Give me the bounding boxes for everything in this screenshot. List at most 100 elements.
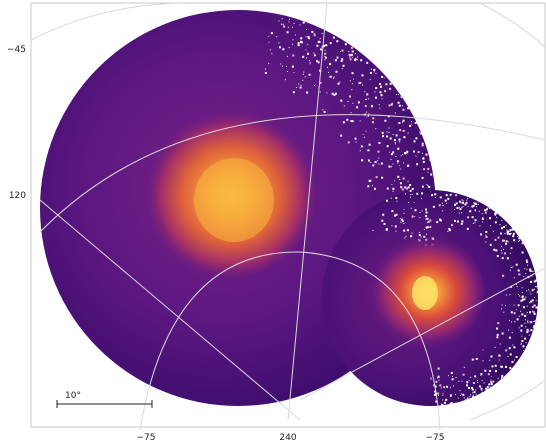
noise-speck [430, 173, 433, 176]
noise-speck [402, 154, 404, 155]
noise-speck [472, 222, 474, 224]
noise-speck [440, 387, 442, 389]
noise-speck [350, 120, 353, 123]
noise-speck [513, 346, 516, 349]
noise-speck [390, 159, 392, 160]
noise-speck [401, 188, 404, 191]
noise-speck [394, 112, 396, 114]
noise-speck [523, 350, 524, 351]
noise-speck [350, 46, 353, 49]
noise-speck [517, 304, 520, 307]
noise-speck [505, 305, 506, 307]
noise-speck [533, 280, 536, 283]
noise-speck [433, 393, 436, 396]
noise-speck [305, 36, 307, 38]
noise-speck [413, 201, 415, 203]
noise-speck [403, 136, 406, 139]
noise-speck [456, 207, 459, 209]
noise-speck [499, 355, 501, 357]
noise-speck [475, 358, 478, 360]
noise-speck [458, 380, 460, 382]
noise-speck [406, 150, 409, 153]
noise-speck [370, 68, 372, 70]
noise-speck [469, 396, 471, 398]
noise-speck [385, 228, 388, 231]
noise-speck [284, 79, 286, 81]
noise-speck [472, 204, 475, 207]
noise-speck [533, 321, 535, 322]
noise-speck [461, 220, 464, 223]
noise-speck [419, 132, 421, 134]
noise-speck [521, 340, 524, 342]
noise-speck [324, 55, 326, 57]
noise-speck [375, 176, 378, 179]
noise-speck [524, 268, 526, 270]
noise-speck [388, 104, 391, 107]
noise-speck [349, 95, 351, 98]
noise-speck [508, 241, 509, 243]
noise-speck [521, 292, 523, 294]
noise-speck [410, 121, 412, 123]
noise-speck [363, 136, 365, 138]
noise-speck [388, 165, 391, 168]
noise-speck [349, 58, 352, 61]
noise-speck [467, 206, 469, 208]
noise-speck [297, 44, 300, 47]
noise-speck [423, 168, 426, 171]
noise-speck [375, 96, 377, 99]
noise-speck [455, 376, 457, 378]
noise-speck [395, 156, 397, 157]
bottom-tick-label: −75 [137, 433, 156, 443]
noise-speck [503, 248, 504, 250]
noise-speck [286, 55, 288, 57]
noise-speck [503, 311, 505, 313]
noise-speck [324, 52, 327, 55]
noise-speck [471, 216, 474, 219]
noise-speck [356, 106, 359, 109]
noise-speck [499, 343, 501, 345]
noise-speck [398, 176, 400, 178]
noise-speck [270, 32, 273, 35]
noise-speck [528, 334, 530, 336]
noise-speck [512, 232, 515, 235]
noise-speck [519, 295, 521, 297]
noise-speck [379, 91, 382, 94]
noise-speck [351, 83, 353, 85]
noise-speck [359, 120, 361, 122]
noise-speck [527, 264, 529, 266]
noise-speck [434, 193, 437, 196]
noise-speck [429, 219, 432, 222]
noise-speck [407, 186, 410, 189]
noise-speck [306, 57, 307, 59]
noise-speck [411, 215, 414, 218]
noise-speck [470, 376, 472, 378]
noise-speck [300, 37, 303, 40]
noise-speck [537, 285, 540, 288]
noise-speck [392, 151, 395, 154]
noise-speck [389, 137, 392, 140]
noise-speck [425, 226, 428, 229]
noise-speck [281, 65, 283, 67]
noise-speck [525, 273, 527, 275]
noise-speck [530, 293, 532, 295]
noise-speck [369, 179, 372, 182]
noise-speck [509, 366, 512, 369]
noise-speck [480, 373, 483, 376]
noise-speck [386, 199, 388, 202]
noise-speck [409, 124, 412, 127]
small-emission-core [412, 276, 438, 310]
noise-speck [481, 217, 484, 220]
noise-speck [346, 118, 349, 121]
noise-speck [425, 208, 427, 211]
noise-speck [319, 38, 321, 40]
noise-speck [361, 74, 364, 77]
noise-speck [378, 142, 381, 144]
noise-speck [421, 145, 423, 147]
noise-speck [484, 211, 487, 214]
noise-speck [351, 72, 354, 75]
noise-speck [459, 208, 462, 211]
noise-speck [303, 71, 305, 73]
noise-speck [414, 121, 417, 124]
noise-speck [351, 89, 353, 91]
noise-speck [512, 344, 514, 346]
